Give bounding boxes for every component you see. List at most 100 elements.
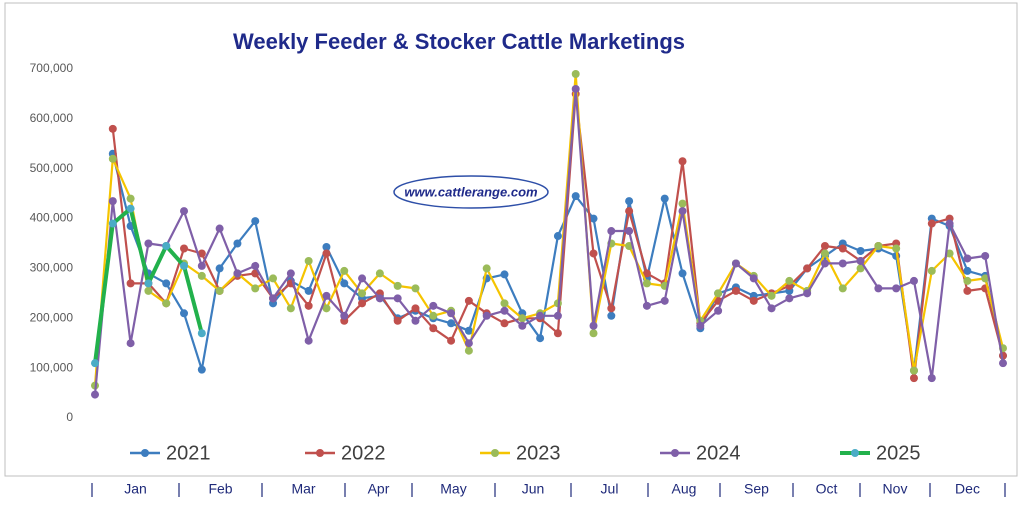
data-point xyxy=(785,276,794,285)
data-point xyxy=(358,289,367,298)
data-point xyxy=(215,264,224,273)
data-point xyxy=(233,239,242,248)
data-point xyxy=(589,214,598,223)
data-point xyxy=(927,266,936,275)
data-point xyxy=(553,232,562,241)
data-point xyxy=(393,294,402,303)
data-point xyxy=(162,299,171,308)
data-point xyxy=(767,304,776,313)
month-label: Oct xyxy=(816,481,838,497)
data-point xyxy=(945,219,954,228)
month-label: Dec xyxy=(955,481,980,497)
y-tick-label: 100,000 xyxy=(30,360,74,374)
series-line xyxy=(93,87,1005,395)
data-point xyxy=(304,286,313,295)
data-point xyxy=(126,194,135,203)
data-point xyxy=(963,276,972,285)
legend-marker xyxy=(671,449,679,457)
data-point xyxy=(126,279,135,288)
data-point xyxy=(589,249,598,258)
data-point xyxy=(874,241,883,250)
data-point xyxy=(714,306,723,315)
y-tick-label: 200,000 xyxy=(30,310,74,324)
data-point xyxy=(197,261,206,270)
data-point xyxy=(856,246,865,255)
data-point xyxy=(892,284,901,293)
data-point xyxy=(304,256,313,265)
data-point xyxy=(678,269,687,278)
data-point xyxy=(411,304,420,313)
data-point xyxy=(340,266,349,275)
data-point xyxy=(874,284,883,293)
data-point xyxy=(144,239,153,248)
data-point xyxy=(642,301,651,310)
chart-border xyxy=(4,2,1018,477)
data-point xyxy=(126,204,135,213)
data-point xyxy=(838,284,847,293)
data-point xyxy=(909,366,918,375)
data-point xyxy=(642,269,651,278)
month-label: May xyxy=(440,481,466,497)
data-point xyxy=(820,249,829,258)
data-point xyxy=(108,197,117,206)
data-point xyxy=(322,291,331,300)
data-point xyxy=(536,334,545,343)
data-point xyxy=(820,241,829,250)
data-point xyxy=(856,264,865,273)
watermark-frame xyxy=(393,175,549,209)
data-point xyxy=(215,224,224,233)
month-label: Nov xyxy=(883,481,908,497)
data-point xyxy=(660,296,669,305)
data-point xyxy=(838,244,847,253)
data-point xyxy=(553,311,562,320)
legend-marker xyxy=(851,449,859,457)
month-label: Jul xyxy=(601,481,619,497)
data-point xyxy=(963,254,972,263)
y-tick-label: 300,000 xyxy=(30,261,74,275)
data-point xyxy=(429,311,438,320)
data-point xyxy=(340,311,349,320)
month-label: Feb xyxy=(208,481,232,497)
data-point xyxy=(197,249,206,258)
legend-marker xyxy=(316,449,324,457)
legend-label: 2025 xyxy=(876,442,921,464)
data-point xyxy=(464,326,473,335)
data-point xyxy=(464,296,473,305)
data-point xyxy=(607,311,616,320)
data-point xyxy=(607,227,616,236)
month-label: Apr xyxy=(368,481,390,497)
data-point xyxy=(108,124,117,133)
data-point xyxy=(197,271,206,280)
legend-label: 2021 xyxy=(166,442,211,464)
data-point xyxy=(251,217,260,226)
data-point xyxy=(909,374,918,383)
data-point xyxy=(482,311,491,320)
data-point xyxy=(856,256,865,265)
data-point xyxy=(215,286,224,295)
legend-label: 2024 xyxy=(696,442,741,464)
data-point xyxy=(322,249,331,258)
data-point xyxy=(447,309,456,318)
data-point xyxy=(518,321,527,330)
data-point xyxy=(447,319,456,328)
data-point xyxy=(696,321,705,330)
data-point xyxy=(892,244,901,253)
data-point xyxy=(304,301,313,310)
data-point xyxy=(197,329,206,338)
data-point xyxy=(464,339,473,348)
data-point xyxy=(269,294,278,303)
month-label: Jan xyxy=(124,481,147,497)
data-point xyxy=(233,269,242,278)
data-point xyxy=(536,311,545,320)
month-label: Mar xyxy=(291,481,315,497)
data-point xyxy=(500,306,509,315)
data-point xyxy=(197,365,206,374)
legend-marker xyxy=(491,449,499,457)
data-point xyxy=(589,329,598,338)
data-point xyxy=(108,219,117,228)
series-line xyxy=(93,72,1005,386)
data-point xyxy=(981,274,990,283)
y-tick-label: 500,000 xyxy=(30,161,74,175)
data-point xyxy=(500,270,509,279)
data-point xyxy=(144,279,153,288)
